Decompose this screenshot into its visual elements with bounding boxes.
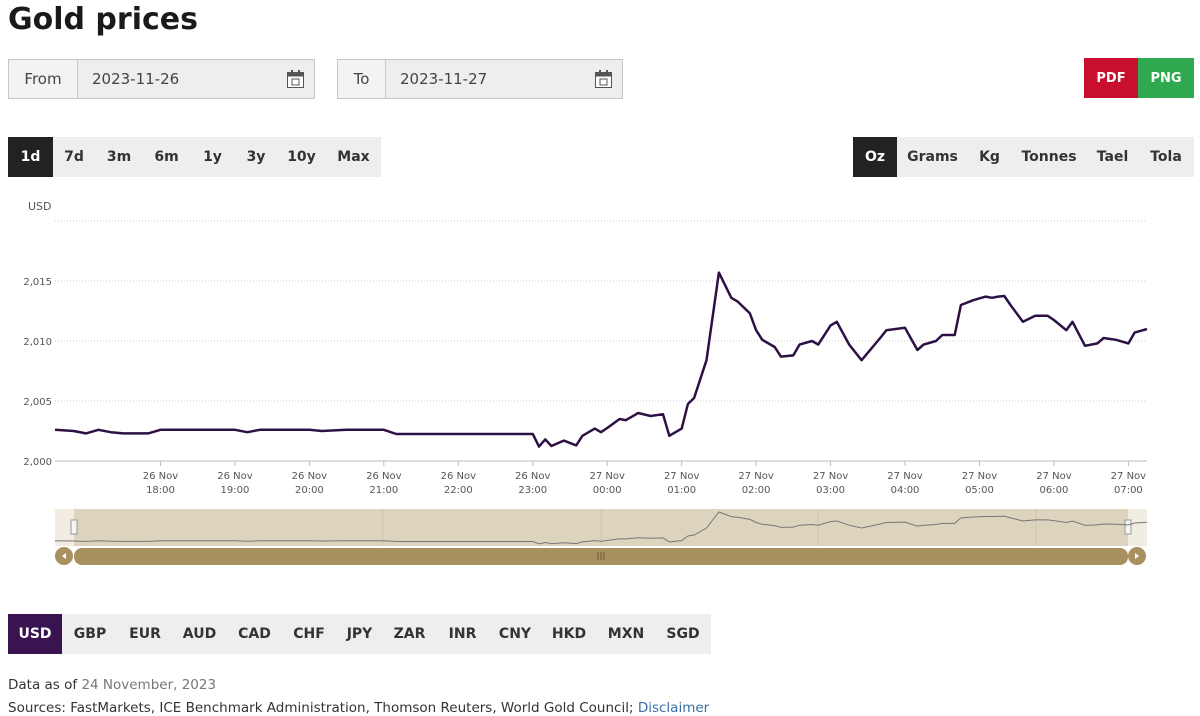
chart: USD 2,000 2,005 2,010 2,015 26 Nov 18:00 26 Nov… <box>23 200 1148 565</box>
unit-button[interactable]: Tonnes <box>1021 149 1077 165</box>
currencie-button[interactable]: AUD <box>182 626 217 642</box>
y-tick-label: 2,000 <box>23 457 52 468</box>
data-date: Data as of 24 November, 2023 <box>8 677 216 693</box>
x-tick-label: 27 Nov <box>738 471 774 482</box>
unit-button[interactable]: Tola <box>1150 149 1182 165</box>
navigator-handle[interactable] <box>1124 519 1132 535</box>
sources: Sources: FastMarkets, ICE Benchmark Admi… <box>8 700 709 716</box>
period-button[interactable]: 6m <box>154 149 179 165</box>
x-tick-label: 27 Nov <box>887 471 923 482</box>
x-tick-label: 26 Nov <box>217 471 253 482</box>
navigator-line <box>54 511 1148 545</box>
navigator <box>54 509 1148 565</box>
export-buttons: PDF PNG <box>1084 58 1194 98</box>
scroll-grip <box>597 552 605 560</box>
from-date-field[interactable]: From 2023-11-26 <box>8 59 315 99</box>
currencie-button[interactable]: INR <box>448 626 477 642</box>
x-tick-label: 27 Nov <box>962 471 998 482</box>
x-tick-label: 20:00 <box>295 485 324 496</box>
to-date-field[interactable]: To 2023-11-27 <box>337 59 623 99</box>
y-tick-label: 2,005 <box>23 397 52 408</box>
unit-button[interactable]: Oz <box>853 137 897 177</box>
currencie-button[interactable]: CNY <box>498 626 532 642</box>
currencie-button[interactable]: MXN <box>607 626 645 642</box>
x-tick-label: 04:00 <box>891 485 920 496</box>
currency-buttons: USD GBP EUR AUD CAD CHF JPY ZAR INR CNY HKD MXN SGD <box>8 614 711 654</box>
currencie-button[interactable]: GBP <box>73 626 107 642</box>
to-label: To <box>338 60 386 98</box>
currencie-button[interactable]: CHF <box>293 626 325 642</box>
from-label: From <box>9 60 78 98</box>
period-button[interactable]: Max <box>337 149 370 165</box>
sources-text: Sources: FastMarkets, ICE Benchmark Admi… <box>8 700 634 716</box>
x-tick-label: 26 Nov <box>292 471 328 482</box>
x-tick-label: 26 Nov <box>143 471 179 482</box>
x-tick-label: 27 Nov <box>589 471 625 482</box>
y-tick-label: 2,015 <box>23 277 52 288</box>
y-axis-label: USD <box>28 200 52 213</box>
currencie-button[interactable]: EUR <box>129 626 161 642</box>
x-tick-label: 00:00 <box>593 485 622 496</box>
x-tick-label: 01:00 <box>667 485 696 496</box>
price-line <box>54 271 1148 448</box>
calendar-icon[interactable] <box>287 70 304 88</box>
x-tick-label: 23:00 <box>518 485 547 496</box>
period-button[interactable]: 1d <box>8 137 53 177</box>
x-tick-label: 05:00 <box>965 485 994 496</box>
period-button[interactable]: 10y <box>287 149 316 165</box>
unit-button[interactable]: Tael <box>1096 149 1129 165</box>
x-tick-label: 06:00 <box>1040 485 1069 496</box>
pdf-button[interactable]: PDF <box>1084 58 1138 98</box>
x-tick-label: 22:00 <box>444 485 473 496</box>
y-tick-label: 2,010 <box>23 337 52 348</box>
x-tick-label: 26 Nov <box>515 471 551 482</box>
x-tick-label: 26 Nov <box>441 471 477 482</box>
from-date: 2023-11-26 <box>78 60 314 98</box>
unit-button[interactable]: Kg <box>979 149 1000 165</box>
currencie-button[interactable]: CAD <box>238 626 271 642</box>
currencie-button[interactable]: SGD <box>666 626 700 642</box>
x-tick-label: 27 Nov <box>1111 471 1147 482</box>
navigator-handle[interactable] <box>70 519 78 535</box>
period-button[interactable]: 3m <box>106 149 132 165</box>
period-buttons: 1d 7d 3m 6m 1y 3y 10y Max <box>8 137 381 177</box>
to-date: 2023-11-27 <box>386 60 622 98</box>
data-as-of-date: 24 November, 2023 <box>81 677 217 693</box>
currencie-button[interactable]: HKD <box>551 626 587 642</box>
period-button[interactable]: 1y <box>203 149 222 165</box>
currencie-button[interactable]: JPY <box>346 626 373 642</box>
period-button[interactable]: 7d <box>64 149 84 165</box>
x-tick-label: 07:00 <box>1114 485 1143 496</box>
from-date-value: 2023-11-26 <box>92 70 180 88</box>
disclaimer-link[interactable]: Disclaimer <box>637 700 710 716</box>
currencie-button[interactable]: ZAR <box>393 626 426 642</box>
period-button[interactable]: 3y <box>246 149 266 165</box>
page-title: Gold prices <box>8 2 198 37</box>
x-tick-label: 21:00 <box>369 485 398 496</box>
png-button[interactable]: PNG <box>1138 58 1194 98</box>
unit-buttons: Oz Grams Kg Tonnes Tael Tola <box>853 137 1194 177</box>
currencie-button[interactable]: USD <box>8 614 62 654</box>
x-tick-label: 27 Nov <box>1036 471 1072 482</box>
to-date-value: 2023-11-27 <box>400 70 488 88</box>
x-tick-label: 27 Nov <box>664 471 700 482</box>
x-tick-label: 27 Nov <box>813 471 849 482</box>
x-tick-label: 26 Nov <box>366 471 402 482</box>
x-tick-label: 18:00 <box>146 485 175 496</box>
x-tick-label: 19:00 <box>221 485 250 496</box>
calendar-icon[interactable] <box>595 70 612 88</box>
x-tick-label: 03:00 <box>816 485 845 496</box>
unit-button[interactable]: Grams <box>907 149 958 165</box>
data-as-of-label: Data as of <box>8 677 78 693</box>
x-tick-label: 02:00 <box>742 485 771 496</box>
